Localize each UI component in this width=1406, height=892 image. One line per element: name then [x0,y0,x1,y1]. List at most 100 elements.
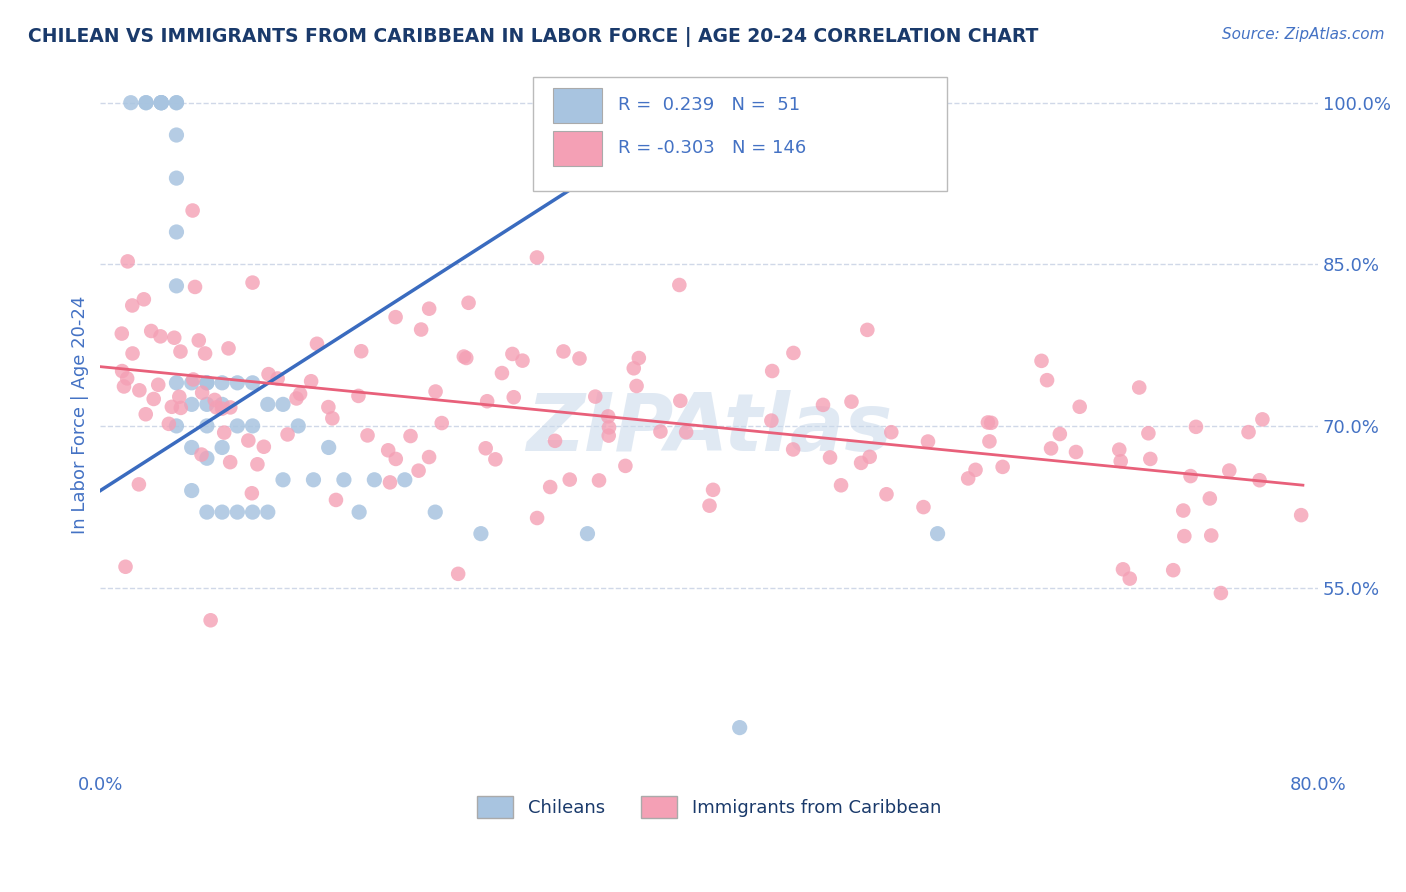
Point [150,95,173,110]
Point [166,225,188,239]
Point [568,351,591,366]
Point [187,334,209,348]
Point [668,277,690,292]
Point [1180,469,1202,483]
Point [598,420,620,434]
Point [204,392,226,407]
Point [702,483,724,497]
Point [917,434,939,449]
Point [384,452,406,467]
Point [830,478,852,492]
Point [1112,562,1135,576]
Point [195,505,218,519]
Point [166,376,188,390]
Point [378,475,401,490]
Point [287,418,309,433]
Point [957,471,980,485]
Text: ZIPAtlas: ZIPAtlas [526,391,893,468]
Point [195,418,218,433]
Point [544,434,567,448]
Point [1173,503,1195,517]
Point [266,371,288,385]
Point [979,434,1001,449]
Point [194,346,217,360]
Point [242,276,264,290]
Point [1119,572,1142,586]
Point [240,486,263,500]
Point [148,377,170,392]
Point [219,401,242,415]
Point [149,329,172,343]
Point [111,364,134,378]
Point [141,324,163,338]
Point [1036,373,1059,387]
Point [377,443,399,458]
Point [425,505,447,519]
Point [318,400,340,414]
Point [288,387,311,401]
Point [1108,442,1130,457]
Point [226,418,249,433]
Point [253,440,276,454]
Point [782,442,804,457]
Point [181,372,204,386]
Point [394,473,416,487]
Point [180,397,202,411]
Point [135,407,157,421]
Point [456,351,478,365]
Point [761,364,783,378]
Point [350,344,373,359]
Point [128,384,150,398]
Point [598,428,620,442]
Point [1249,473,1271,487]
Point [623,361,645,376]
FancyBboxPatch shape [554,131,602,166]
Point [470,526,492,541]
Legend: Chileans, Immigrants from Caribbean: Chileans, Immigrants from Caribbean [470,789,948,826]
Point [1049,427,1071,442]
Point [111,326,134,341]
Point [163,331,186,345]
FancyBboxPatch shape [554,88,602,123]
Point [226,505,249,519]
Point [184,280,207,294]
Point [271,397,294,411]
Y-axis label: In Labor Force | Age 20-24: In Labor Force | Age 20-24 [72,296,89,534]
Point [1289,508,1312,523]
Point [475,394,498,409]
Point [841,394,863,409]
Point [501,347,523,361]
Point [219,455,242,469]
Point [200,613,222,627]
Point [363,473,385,487]
Point [675,425,697,440]
Point [1161,563,1184,577]
Point [1251,412,1274,426]
Point [142,392,165,406]
Point [699,499,721,513]
Point [212,425,235,440]
Point [121,298,143,312]
Point [408,464,430,478]
Point [418,301,440,316]
Point [318,441,340,455]
Text: Source: ZipAtlas.com: Source: ZipAtlas.com [1222,27,1385,42]
Point [1173,529,1195,543]
Point [1209,586,1232,600]
Point [502,390,524,404]
Point [761,414,783,428]
Point [669,393,692,408]
Point [856,323,879,337]
Point [927,526,949,541]
Point [347,505,370,519]
Point [991,459,1014,474]
Point [285,392,308,406]
Point [150,95,173,110]
Point [526,511,548,525]
Point [1185,420,1208,434]
Point [271,473,294,487]
Point [238,434,260,448]
Point [112,379,135,393]
Point [211,397,233,411]
Point [384,310,406,325]
